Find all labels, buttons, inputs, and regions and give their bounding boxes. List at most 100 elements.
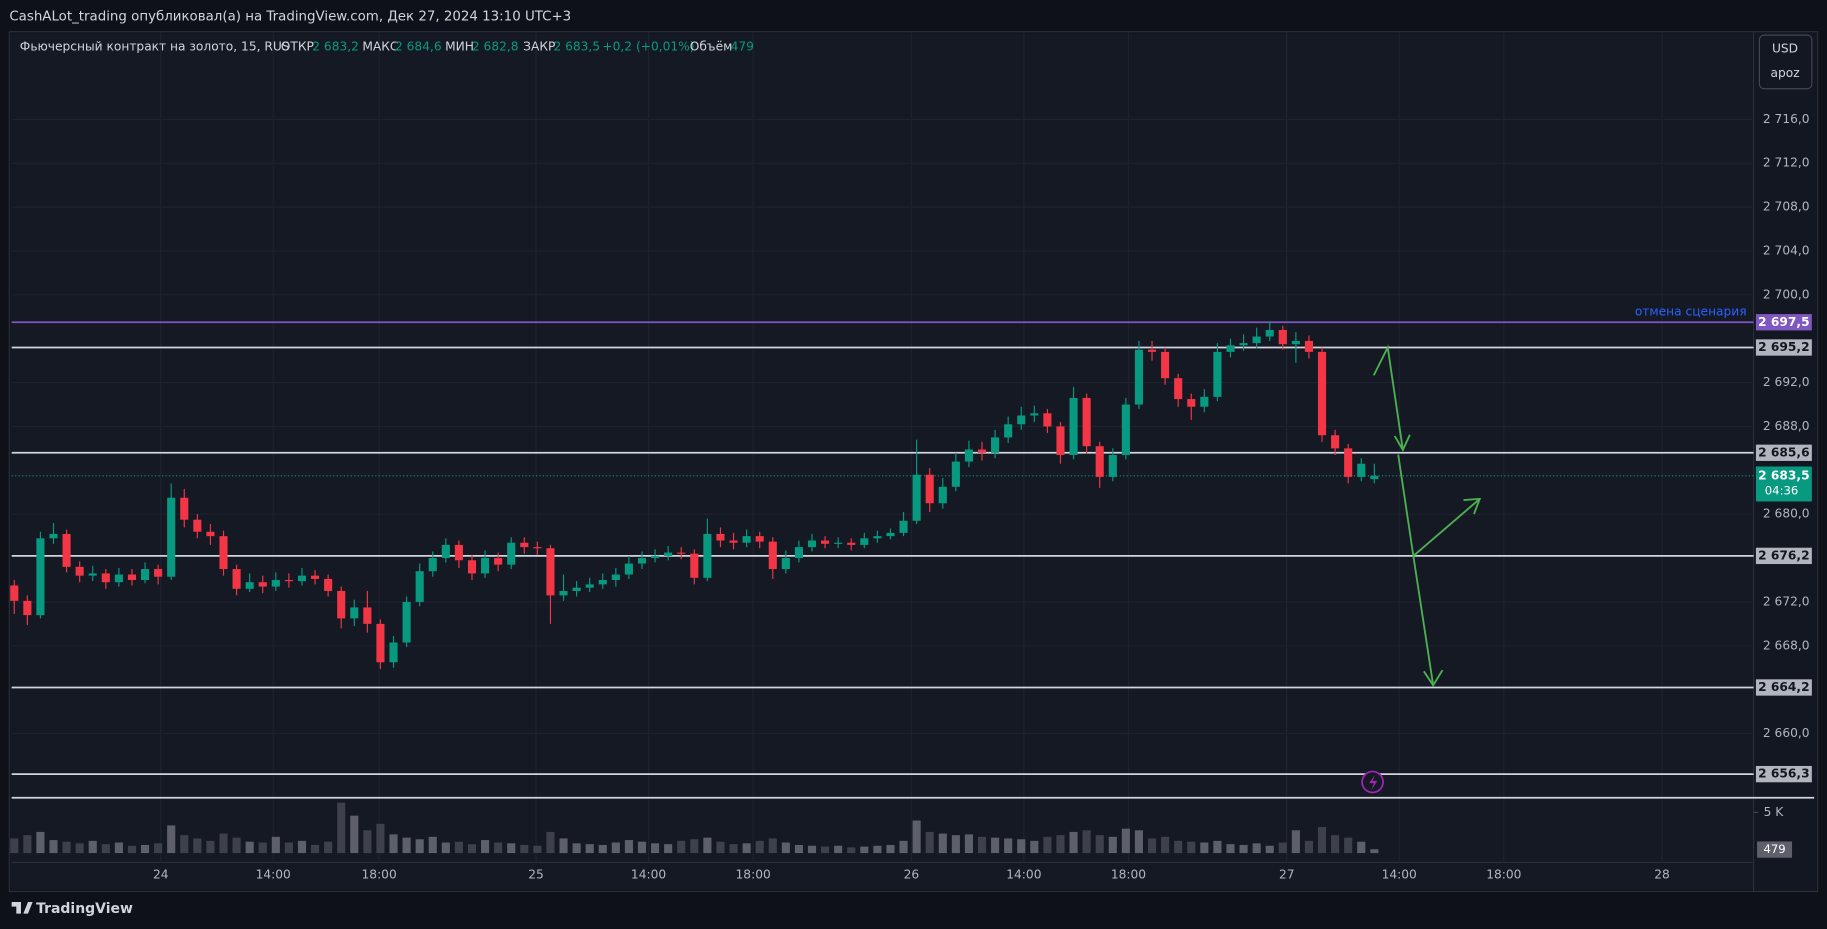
- volume-bar: [1174, 840, 1183, 854]
- level-label: 2 697,5: [1758, 315, 1809, 329]
- volume-bar: [49, 840, 58, 854]
- candle-body: [1317, 351, 1327, 436]
- y-tick-label: 2 712,0: [1763, 156, 1810, 170]
- candle-body: [1344, 448, 1353, 477]
- volume-value: 479: [731, 39, 754, 53]
- currency-box[interactable]: [1758, 34, 1813, 90]
- last-price-box: [1755, 466, 1812, 502]
- candle-body: [140, 569, 150, 581]
- volume-bar: [1030, 840, 1039, 854]
- candle-body: [794, 547, 803, 559]
- candle-body: [977, 449, 987, 453]
- level-label: 2 664,2: [1758, 680, 1809, 694]
- candle-body: [1004, 424, 1013, 438]
- grid: [11, 31, 1754, 863]
- candle-body: [1017, 415, 1026, 425]
- last-volume-box: [1757, 841, 1793, 858]
- candle-body: [1331, 435, 1340, 449]
- candle-body: [1200, 396, 1209, 407]
- volume-bar: [494, 842, 503, 854]
- volume-bar: [768, 838, 777, 854]
- candle-body: [232, 569, 241, 589]
- volume-bar: [703, 837, 712, 854]
- y-tick-label: 2 716,0: [1763, 112, 1810, 126]
- volume-bar: [337, 802, 346, 854]
- candle-body: [428, 558, 437, 572]
- volume-bar: [611, 842, 620, 854]
- candle-body: [1108, 454, 1117, 477]
- projection-arrows: [1372, 344, 1482, 688]
- volume-bar: [664, 844, 673, 854]
- candle-body: [363, 607, 372, 624]
- level-label: 2 695,2: [1758, 340, 1809, 354]
- y-tick-label: 2 692,0: [1763, 375, 1810, 389]
- high-value: 2 684,6: [395, 39, 442, 53]
- candle-body: [847, 542, 856, 545]
- candle-body: [598, 580, 607, 585]
- candle-body: [1069, 397, 1078, 455]
- volume-bar: [245, 841, 254, 854]
- volume: [10, 802, 1379, 854]
- volume-bar: [350, 815, 359, 854]
- candle-body: [1082, 397, 1091, 447]
- candle-body: [1147, 349, 1157, 352]
- candle-body: [402, 601, 411, 643]
- arrow-head: [1423, 669, 1444, 688]
- volume-bar: [258, 842, 267, 854]
- volume-bar: [977, 836, 987, 854]
- volume-bar: [389, 834, 398, 854]
- candle-body: [75, 566, 84, 576]
- volume-bar: [729, 844, 738, 854]
- candle-body: [23, 600, 32, 616]
- volume-label: Объём: [690, 39, 733, 53]
- axes: 2 716,0 2 712,0 2 708,0 2 704,0 2 700,0 2 692…: [153, 112, 1812, 882]
- volume-bar: [651, 843, 660, 854]
- volume-bar: [1056, 835, 1065, 854]
- candle-body: [611, 574, 620, 581]
- level-label: 2 685,6: [1758, 445, 1809, 459]
- unit: apoz: [1770, 66, 1799, 80]
- candle-body: [454, 544, 463, 561]
- x-tick-label: 14:00: [631, 868, 666, 882]
- volume-bar: [938, 833, 947, 854]
- volume-bar: [821, 846, 830, 854]
- candle-body: [350, 607, 359, 619]
- volume-bar: [1357, 841, 1366, 854]
- x-tick-label: 18:00: [1111, 868, 1146, 882]
- x-tick-label: 27: [1279, 868, 1295, 882]
- candle-body: [1304, 340, 1314, 352]
- volume-bar: [873, 845, 882, 854]
- candle-body: [742, 536, 751, 543]
- candle-body: [284, 580, 293, 582]
- volume-bar: [167, 825, 176, 854]
- candle-body: [860, 538, 869, 545]
- candle-body: [991, 437, 1000, 453]
- candle-body: [520, 542, 529, 548]
- volume-bar: [127, 845, 137, 854]
- volume-bar: [62, 841, 71, 854]
- legend: Фьючерсный контракт на золото, 15, RUS О…: [20, 39, 754, 53]
- volume-bar: [206, 840, 215, 854]
- volume-bar: [428, 836, 437, 854]
- volume-bar: [925, 831, 934, 854]
- volume-bar: [75, 843, 84, 854]
- volume-bar: [637, 841, 647, 854]
- candle-body: [703, 533, 712, 578]
- candle-body: [324, 578, 333, 591]
- candle-body: [114, 574, 123, 583]
- low-label: МИН: [445, 39, 474, 53]
- volume-bar: [1069, 831, 1078, 854]
- candle-body: [938, 486, 947, 504]
- candle-body: [154, 569, 163, 577]
- x-tick-label: 24: [153, 868, 169, 882]
- candle-body: [1161, 351, 1170, 379]
- candle-body: [690, 553, 699, 578]
- volume-bar: [899, 840, 908, 854]
- candle-body: [1174, 378, 1183, 400]
- candle-body: [572, 587, 581, 591]
- volume-bar: [88, 840, 97, 854]
- candle-body: [1121, 404, 1130, 455]
- candle-body: [677, 552, 686, 554]
- x-tick-label: 28: [1654, 868, 1670, 882]
- y-tick-label: 2 660,0: [1763, 726, 1810, 740]
